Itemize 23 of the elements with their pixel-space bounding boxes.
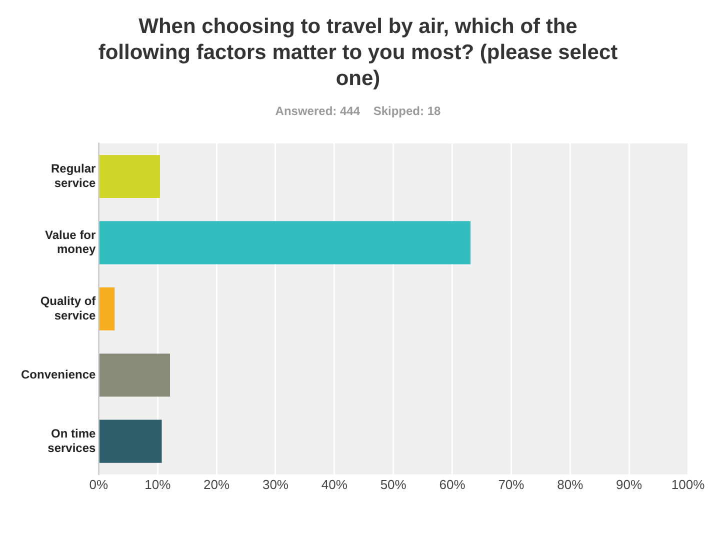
bar	[99, 154, 160, 198]
y-tick-label: Convenience	[20, 367, 96, 382]
x-tick-label: 0%	[89, 476, 109, 492]
x-tick-label: 70%	[498, 476, 525, 492]
y-tick-label: On time services	[48, 426, 96, 455]
x-tick-label: 30%	[262, 476, 289, 492]
chart-title: When choosing to travel by air, which of the following factors matter to you most? (please select one)	[98, 14, 618, 92]
chart-subtitle: Answered: 444 Skipped: 18	[274, 104, 442, 118]
y-tick-label: Regular service	[51, 162, 96, 190]
x-tick-label: 40%	[321, 476, 348, 492]
y-tick-label: Value for money	[45, 228, 96, 256]
x-tick-label: 90%	[616, 476, 643, 492]
bar	[99, 287, 115, 330]
bar	[99, 221, 471, 264]
x-tick-label: 50%	[380, 476, 407, 492]
x-tick-label: 60%	[439, 476, 466, 492]
x-tick-label: 10%	[144, 476, 172, 492]
bar	[99, 354, 170, 397]
x-tick-label: 100%	[671, 476, 706, 492]
x-tick-label: 80%	[557, 476, 584, 492]
x-tick-label: 20%	[204, 476, 230, 492]
y-tick-label: Quality of service	[40, 294, 97, 322]
bar	[99, 420, 162, 463]
